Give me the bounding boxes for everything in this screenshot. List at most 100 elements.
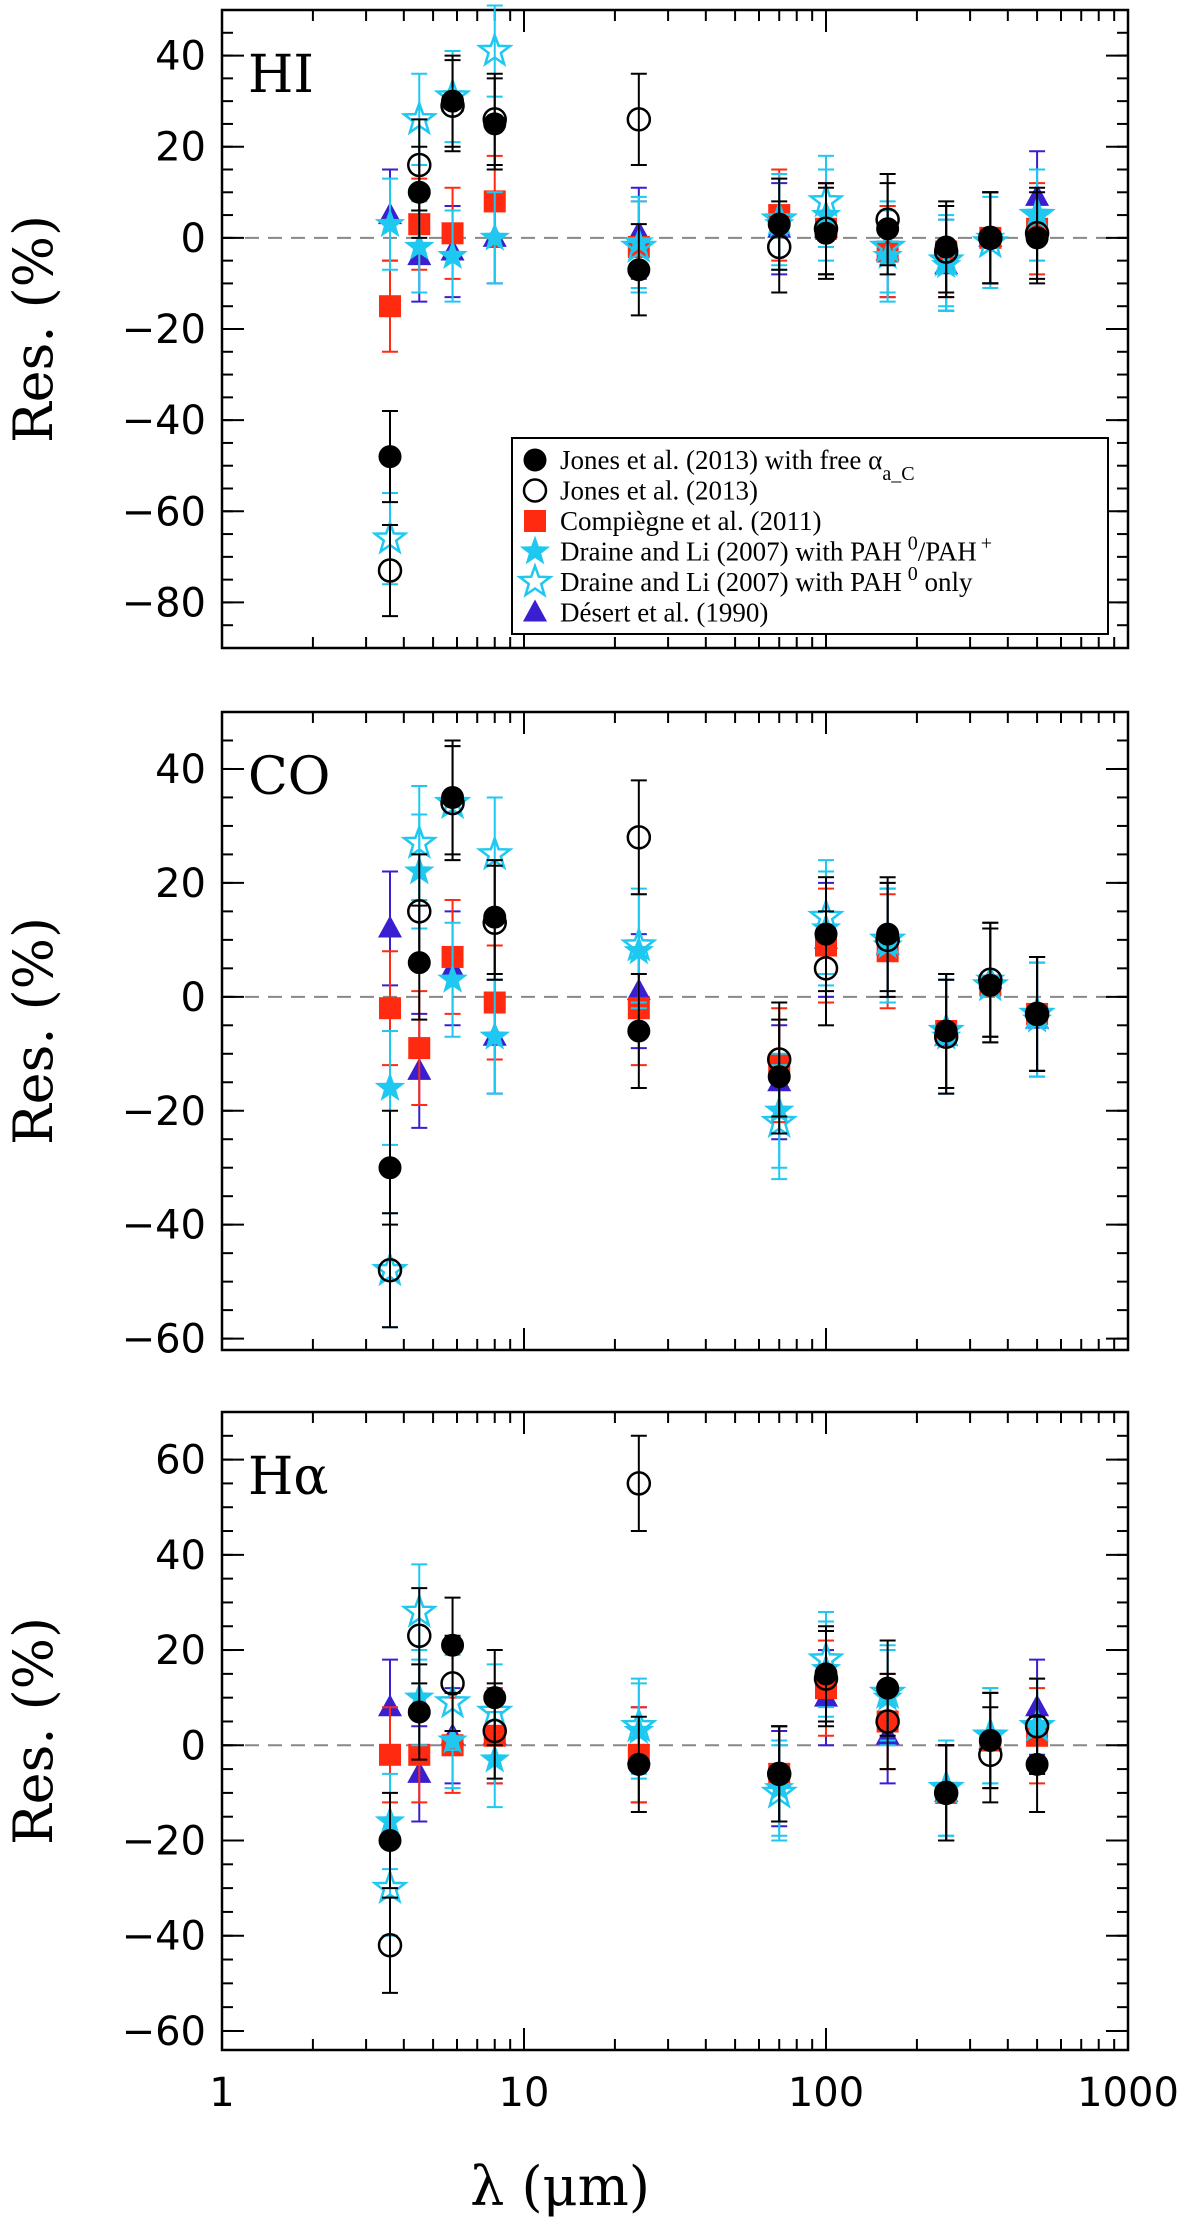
y-axis-title: Res. (%) [2, 917, 65, 1145]
point-jones [875, 927, 900, 953]
legend-label-jones_free: Jones et al. (2013) with free αa_C [560, 445, 915, 485]
point-draine_mix [479, 1020, 510, 1050]
legend-label-jones: Jones et al. (2013) [560, 476, 758, 506]
series-desert [378, 150, 1050, 312]
point-jones [766, 1761, 792, 1787]
point-jones [978, 967, 1003, 992]
y-tick-label: 0 [181, 1723, 206, 1769]
point-jones_free [627, 258, 651, 282]
plot-frame [220, 710, 1130, 1352]
legend-marker-compiegne [524, 510, 546, 532]
x-tick-label: 10 [499, 2070, 550, 2116]
point-jones [813, 216, 839, 241]
legend-label-part: Jones et al. (2013) [560, 476, 758, 506]
series-jones [377, 745, 1050, 1329]
y-tick-label: 20 [155, 125, 206, 171]
y-tick-label: −40 [122, 1914, 206, 1960]
y-axis-title: Res. (%) [2, 1617, 65, 1845]
legend-label-part: 0 [908, 563, 918, 585]
y-tick-label: −60 [122, 1317, 206, 1363]
point-jones [482, 107, 507, 132]
point-jones [875, 1709, 900, 1734]
series-jones_free [378, 1596, 1049, 1890]
y-tick-label: −60 [122, 2009, 206, 2055]
point-compiegne [379, 295, 402, 318]
series-desert [378, 870, 1050, 1141]
y-tick-label: −80 [122, 580, 206, 626]
legend-label-part: Jones et al. (2013) with free α [560, 445, 882, 475]
series-jones [377, 59, 1050, 618]
point-jones [626, 1471, 652, 1496]
point-compiegne [379, 997, 402, 1020]
point-jones [407, 899, 432, 924]
y-axis-title: Res. (%) [2, 215, 65, 443]
point-desert [378, 915, 403, 938]
point-draine_mix [374, 208, 406, 238]
point-jones [377, 1933, 403, 1958]
legend-label-compiegne: Compiègne et al. (2011) [560, 506, 821, 536]
series-draine_mix [374, 813, 1053, 1169]
y-tick-label: 40 [155, 34, 206, 80]
legend-label-part: Désert et al. (1990) [560, 598, 768, 628]
point-draine_mix [437, 240, 468, 269]
y-tick-label: −40 [122, 398, 206, 444]
point-jones [482, 1718, 507, 1744]
legend-box [511, 437, 1109, 635]
legend-marker-draine_neutral [516, 562, 554, 598]
legend: Jones et al. (2013) with free αa_CJones … [511, 437, 1109, 635]
legend-marker-jones_free [523, 448, 547, 472]
point-jones [407, 152, 432, 178]
x-tick-label: 1 [209, 2070, 234, 2116]
series-jones [377, 1434, 1050, 1994]
panel-label: CO [248, 747, 330, 807]
point-jones [933, 239, 959, 264]
legend-label-part: Draine and Li (2007) with PAH [560, 567, 902, 597]
point-jones [440, 790, 465, 816]
y-tick-label: −20 [122, 307, 206, 353]
point-draine_mix [374, 1072, 406, 1101]
legend-label-draine_mix: Draine and Li (2007) with PAH 0/PAH + [560, 533, 992, 567]
point-jones [440, 1671, 465, 1696]
x-axis-tick-labels: 1 10 100 1000 [209, 2070, 1179, 2116]
legend-label-part: Draine and Li (2007) with PAH [560, 537, 902, 567]
point-draine_mix [479, 221, 510, 251]
x-tick-label: 100 [788, 2070, 864, 2116]
panel-halpha: 60 40 20 0 −20 −40 −60 Res. (%) Hα [2, 1410, 1130, 2055]
y-tick-label: 0 [181, 216, 206, 262]
legend-label-part: only [918, 567, 973, 597]
point-jones [978, 225, 1003, 251]
point-jones [766, 1047, 792, 1072]
legend-marker-draine_mix [519, 535, 551, 565]
legend-marker-jones [522, 478, 548, 503]
point-draine_neutral [620, 925, 658, 962]
point-jones [1024, 1001, 1050, 1027]
panel-label: HI [248, 45, 314, 105]
point-jones_free [407, 1700, 431, 1724]
point-jones_free [378, 1156, 402, 1180]
y-tick-label: −20 [122, 1819, 206, 1865]
y-tick-label: 0 [181, 975, 206, 1021]
point-draine_mix [437, 963, 468, 993]
legend-label-part: + [981, 533, 992, 555]
point-jones [933, 1024, 959, 1049]
point-jones [813, 956, 839, 981]
legend-marker-desert [523, 599, 547, 622]
panel-co: 40 20 0 −20 −40 −60 Res. (%) CO [2, 710, 1130, 1363]
y-tick-label: 60 [155, 1438, 206, 1484]
legend-label-part: a_C [882, 463, 914, 485]
point-jones [1024, 1713, 1050, 1739]
point-draine_neutral [400, 823, 439, 860]
point-desert [378, 1694, 403, 1717]
panel-label: Hα [248, 1447, 328, 1507]
y-tick-label: 40 [155, 1533, 206, 1579]
legend-label-draine_neutral: Draine and Li (2007) with PAH 0 only [560, 563, 973, 597]
point-jones_free [378, 1829, 402, 1853]
point-jones [626, 107, 652, 132]
y-tick-label: 40 [155, 747, 206, 793]
point-draine_mix [404, 231, 435, 260]
point-jones [626, 825, 652, 850]
point-draine_neutral [475, 31, 514, 68]
legend-label-desert: Désert et al. (1990) [560, 598, 768, 628]
plot-frame [220, 1410, 1130, 2052]
